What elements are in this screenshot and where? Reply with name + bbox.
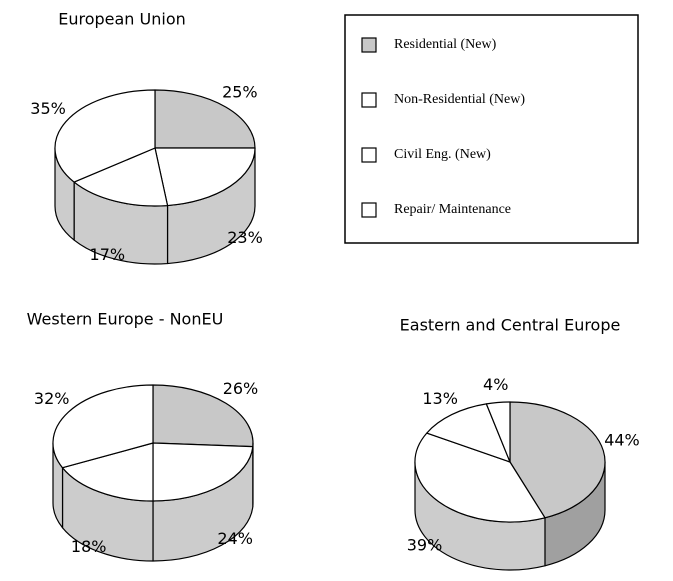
chart-title: Western Europe - NonEU	[27, 310, 224, 329]
legend-label: Non-Residential (New)	[394, 92, 525, 107]
pie-slice	[152, 442, 254, 502]
legend-swatch	[361, 147, 377, 163]
data-label: 26%	[223, 379, 259, 398]
pie-slice	[61, 442, 154, 502]
legend-swatch	[361, 202, 377, 218]
chart-title: Eastern and Central Europe	[400, 316, 621, 335]
pie-slice	[485, 401, 511, 463]
pie-slice	[54, 89, 156, 183]
data-label: 25%	[222, 82, 258, 101]
pie-slice	[154, 89, 256, 149]
pie-slice	[414, 432, 546, 523]
data-label: 44%	[604, 431, 640, 450]
pie-slice	[152, 384, 254, 448]
legend-label: Civil Eng. (New)	[394, 147, 491, 162]
data-label: 18%	[71, 537, 107, 556]
pie-slice	[509, 401, 606, 519]
data-label: 32%	[34, 389, 70, 408]
data-label: 17%	[90, 245, 126, 264]
legend-label: Residential (New)	[394, 37, 497, 52]
legend-swatch	[361, 92, 377, 108]
legend-box	[344, 14, 639, 244]
pie-slice	[426, 403, 511, 463]
legend: Residential (New) Non-Residential (New) Ci…	[361, 37, 525, 218]
data-label: 24%	[217, 529, 253, 548]
data-label: 13%	[422, 389, 458, 408]
chart-title: European Union	[58, 10, 186, 29]
data-label: 23%	[227, 228, 263, 247]
data-label: 4%	[483, 375, 508, 394]
data-label: 39%	[407, 536, 443, 555]
pie-slice	[73, 147, 169, 207]
data-label: 35%	[30, 99, 66, 118]
legend-label: Repair/ Maintenance	[394, 202, 511, 217]
pie-slice	[154, 147, 256, 207]
legend-swatch	[361, 37, 377, 53]
pie-slice	[52, 384, 154, 469]
